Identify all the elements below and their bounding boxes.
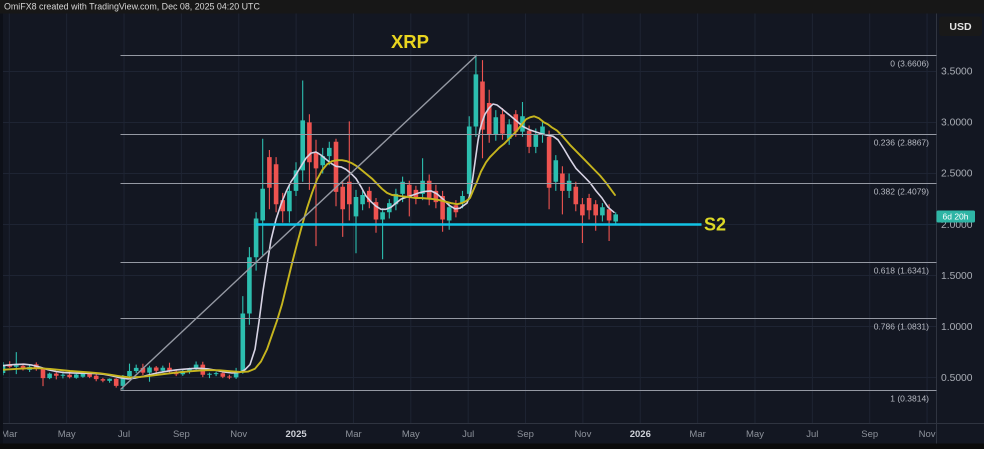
svg-text:Nov: Nov: [574, 429, 591, 440]
svg-text:Jul: Jul: [462, 429, 474, 440]
svg-text:0.5000: 0.5000: [941, 373, 973, 384]
svg-text:2026: 2026: [630, 429, 651, 440]
svg-text:May: May: [746, 429, 764, 440]
svg-text:Jul: Jul: [806, 429, 818, 440]
svg-text:0.618 (1.6341): 0.618 (1.6341): [874, 266, 929, 276]
svg-text:May: May: [402, 429, 420, 440]
svg-text:S2: S2: [704, 215, 726, 235]
svg-text:Sep: Sep: [861, 429, 878, 440]
svg-text:Nov: Nov: [230, 429, 247, 440]
svg-text:XRP: XRP: [391, 31, 429, 52]
svg-text:3.0000: 3.0000: [941, 118, 973, 129]
svg-text:Nov: Nov: [919, 429, 936, 440]
svg-text:Mar: Mar: [689, 429, 705, 440]
svg-text:USD: USD: [949, 21, 972, 33]
svg-text:Mar: Mar: [345, 429, 361, 440]
svg-text:2.0000: 2.0000: [941, 220, 973, 231]
svg-text:OmiFX8 created with TradingVie: OmiFX8 created with TradingView.com, Dec…: [4, 2, 260, 12]
svg-text:0.786 (1.0831): 0.786 (1.0831): [874, 322, 929, 332]
svg-text:3.5000: 3.5000: [941, 67, 973, 78]
svg-text:May: May: [58, 429, 76, 440]
svg-text:Sep: Sep: [173, 429, 190, 440]
svg-text:Mar: Mar: [1, 429, 17, 440]
svg-text:Jul: Jul: [118, 429, 130, 440]
svg-text:0.382 (2.4079): 0.382 (2.4079): [874, 187, 929, 197]
svg-text:2025: 2025: [286, 429, 308, 440]
svg-text:1.0000: 1.0000: [941, 322, 973, 333]
svg-text:0 (3.6606): 0 (3.6606): [890, 59, 929, 69]
svg-text:1 (0.3814): 1 (0.3814): [890, 394, 929, 404]
svg-text:6d 20h: 6d 20h: [943, 212, 969, 222]
svg-text:0.236 (2.8867): 0.236 (2.8867): [874, 138, 929, 148]
svg-text:Sep: Sep: [517, 429, 534, 440]
svg-text:1.5000: 1.5000: [941, 271, 973, 282]
svg-text:2.5000: 2.5000: [941, 169, 973, 180]
